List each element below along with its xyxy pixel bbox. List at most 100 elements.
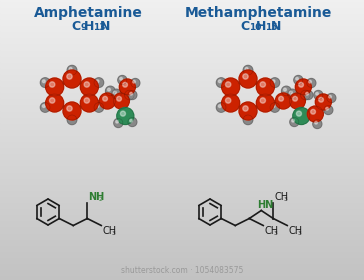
Circle shape	[256, 94, 274, 112]
Circle shape	[301, 90, 310, 100]
Text: H: H	[84, 20, 95, 33]
Bar	[0, 244, 364, 245]
Bar	[0, 39, 364, 40]
Text: CH: CH	[264, 227, 278, 237]
Bar	[0, 124, 364, 125]
Bar	[0, 228, 364, 229]
Circle shape	[96, 80, 99, 83]
Text: shutterstock.com · 1054083575: shutterstock.com · 1054083575	[121, 266, 243, 275]
Bar	[0, 131, 364, 132]
Bar	[0, 277, 364, 278]
Bar	[0, 223, 364, 224]
Bar	[0, 63, 364, 64]
Circle shape	[296, 111, 301, 116]
Circle shape	[243, 106, 248, 111]
Bar	[0, 206, 364, 207]
Text: $_3$: $_3$	[297, 228, 302, 237]
Bar	[0, 249, 364, 250]
Text: Amphetamine: Amphetamine	[33, 6, 142, 20]
Bar	[0, 186, 364, 187]
Bar	[0, 14, 364, 15]
Bar	[0, 201, 364, 202]
Bar	[0, 134, 364, 135]
Circle shape	[225, 98, 231, 103]
Circle shape	[225, 82, 231, 87]
Bar	[0, 182, 364, 183]
Circle shape	[218, 105, 221, 108]
Bar	[0, 274, 364, 275]
Bar	[0, 279, 364, 280]
Bar	[0, 120, 364, 121]
Bar	[0, 61, 364, 62]
Bar	[0, 225, 364, 226]
Bar	[0, 258, 364, 259]
Bar	[0, 37, 364, 38]
Bar	[0, 85, 364, 86]
Bar	[0, 128, 364, 129]
Circle shape	[119, 79, 135, 95]
Circle shape	[46, 78, 64, 96]
Bar	[0, 145, 364, 146]
Text: H: H	[256, 20, 266, 33]
Text: C: C	[71, 20, 80, 33]
Circle shape	[107, 88, 110, 91]
Bar	[0, 192, 364, 193]
Circle shape	[84, 82, 90, 87]
Bar	[0, 89, 364, 90]
Bar	[0, 215, 364, 216]
Bar	[0, 33, 364, 34]
Bar	[0, 269, 364, 270]
Bar	[0, 165, 364, 166]
Bar	[0, 172, 364, 173]
Bar	[0, 261, 364, 262]
Bar	[0, 149, 364, 150]
Bar	[0, 200, 364, 201]
Bar	[0, 64, 364, 65]
Bar	[0, 167, 364, 168]
Bar	[0, 103, 364, 104]
Bar	[0, 71, 364, 72]
Bar	[0, 234, 364, 235]
Bar	[0, 142, 364, 143]
Bar	[0, 267, 364, 268]
Bar	[0, 171, 364, 172]
Circle shape	[243, 74, 248, 79]
Bar	[0, 115, 364, 116]
Bar	[0, 183, 364, 184]
Bar	[0, 10, 364, 11]
Bar	[0, 98, 364, 99]
Bar	[0, 176, 364, 177]
Bar	[0, 257, 364, 258]
Bar	[0, 203, 364, 204]
Bar	[0, 229, 364, 230]
Circle shape	[103, 96, 107, 101]
Bar	[0, 160, 364, 161]
Bar	[0, 88, 364, 89]
Circle shape	[120, 111, 126, 116]
Circle shape	[67, 106, 72, 111]
Bar	[0, 112, 364, 113]
Circle shape	[114, 118, 123, 127]
Bar	[0, 42, 364, 43]
Bar	[0, 19, 364, 20]
Bar	[0, 79, 364, 80]
Bar	[0, 250, 364, 251]
Bar	[0, 125, 364, 126]
Bar	[0, 268, 364, 269]
Circle shape	[63, 102, 81, 120]
Bar	[0, 190, 364, 191]
Circle shape	[117, 108, 134, 125]
Circle shape	[327, 94, 336, 102]
Circle shape	[216, 102, 226, 112]
Circle shape	[289, 91, 292, 94]
Bar	[0, 273, 364, 274]
Bar	[0, 150, 364, 151]
Bar	[0, 49, 364, 50]
Bar	[0, 166, 364, 167]
Bar	[0, 82, 364, 83]
Circle shape	[111, 89, 121, 99]
Bar	[0, 117, 364, 118]
Bar	[0, 188, 364, 189]
Circle shape	[40, 78, 50, 87]
Circle shape	[245, 117, 248, 120]
